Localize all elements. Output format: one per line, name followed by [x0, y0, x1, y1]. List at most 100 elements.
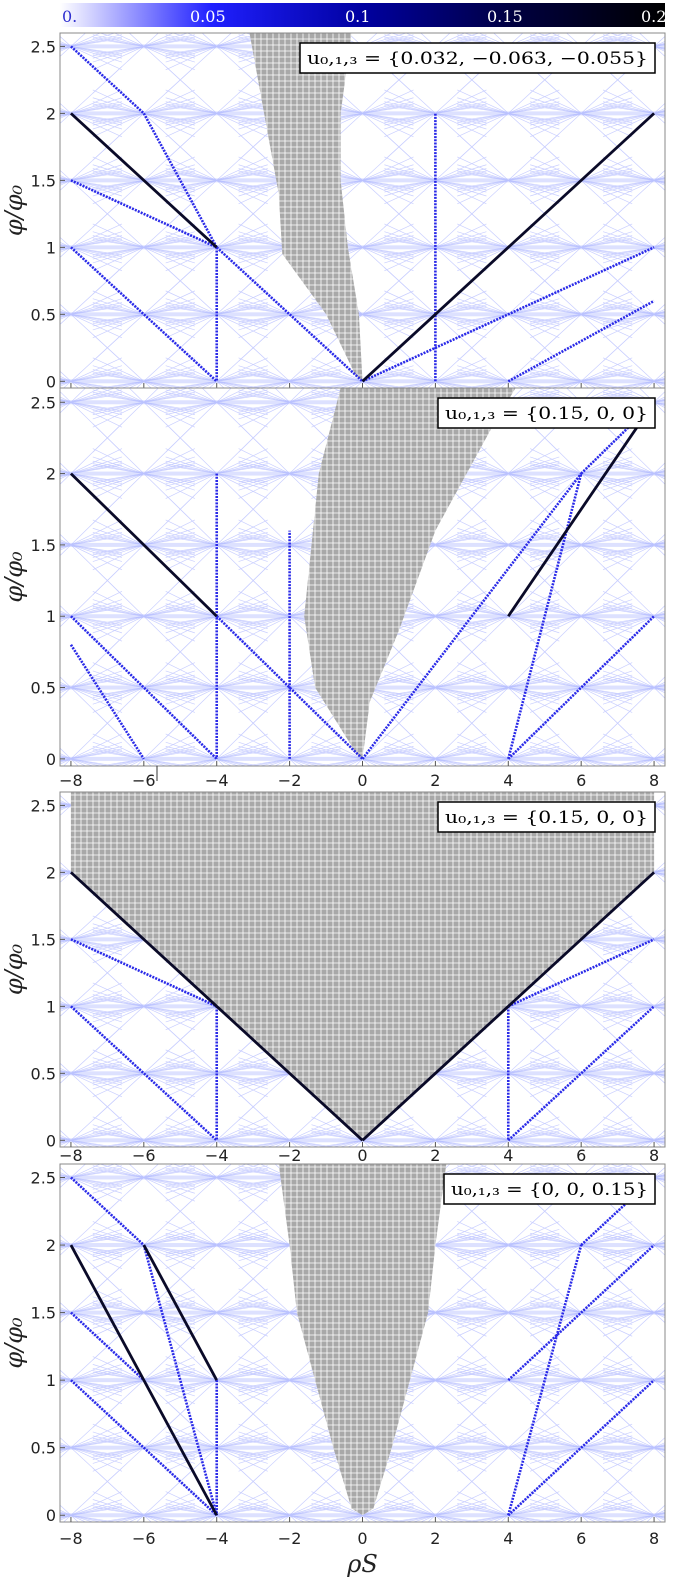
- spectrum-line: [60, 373, 123, 384]
- x-tick-label: 2: [430, 1529, 440, 1548]
- spectrum-line: [165, 105, 268, 122]
- x-tick-label: 6: [576, 1146, 586, 1165]
- y-tick-label: 2.5: [31, 796, 56, 815]
- spectrum-line: [530, 536, 633, 554]
- x-tick-label: −8: [59, 771, 83, 790]
- y-tick-label: 0: [46, 1506, 56, 1525]
- parameter-label-box: [437, 801, 656, 833]
- gap-region: [70, 792, 655, 1141]
- y-axis-title: φ/φ₀: [0, 551, 28, 603]
- spectrum-line: [602, 312, 665, 323]
- spectrum-line: [602, 1004, 665, 1015]
- parameter-label: u₀,₁,₃ = {0.15, 0, 0}: [445, 404, 648, 424]
- spectrum-line: [602, 614, 665, 625]
- spectrum-line: [535, 1507, 633, 1522]
- blue-level-line: [507, 473, 583, 760]
- spectrum-line: [97, 1132, 195, 1147]
- x-tick-label: −4: [205, 1146, 229, 1165]
- spectrum-line: [165, 1065, 268, 1082]
- blue-level-line: [69, 644, 145, 760]
- flux-band: [60, 312, 665, 317]
- spectrum-line: [165, 393, 268, 411]
- dark-level-line: [69, 112, 218, 249]
- x-tick-label: −2: [278, 771, 302, 790]
- spectrum-line: [602, 1378, 665, 1389]
- blue-level-line: [507, 1005, 655, 1142]
- x-tick-label: 6: [576, 1529, 586, 1548]
- x-tick-label: 8: [649, 771, 659, 790]
- blue-level-line: [70, 1005, 218, 1142]
- spectrum-line: [243, 1132, 341, 1147]
- spectrum-line: [311, 306, 414, 323]
- spectrum-line: [165, 1236, 268, 1254]
- blue-level-line: [70, 1311, 145, 1382]
- y-tick-label: 2.5: [31, 37, 56, 56]
- spectrum-line: [530, 239, 633, 256]
- colorbar: 0. 0.05 0.1 0.15 0.2: [60, 3, 666, 27]
- blue-level-line: [580, 1176, 655, 1247]
- spectrum-line: [92, 393, 195, 411]
- colorbar-tick: 0.: [62, 7, 77, 26]
- y-tick-label: 0.5: [31, 679, 56, 698]
- spectrum-line: [457, 678, 560, 697]
- parameter-label-box: [443, 1173, 656, 1205]
- spectrum-line: [243, 373, 341, 388]
- y-tick-label: 1.5: [31, 930, 56, 949]
- spectrum-line: [535, 1132, 633, 1147]
- spectrum-line: [530, 678, 633, 697]
- blue-level-line: [70, 615, 218, 760]
- spectrum-line: [608, 1513, 665, 1522]
- spectrum-line: [92, 306, 195, 323]
- spectrum-line: [60, 306, 123, 317]
- spectrum-line: [384, 678, 487, 697]
- spectrum-line: [602, 685, 665, 697]
- spectrum-line: [608, 1138, 665, 1147]
- parameter-label-box: [299, 42, 656, 74]
- spectrum-line: [530, 306, 633, 323]
- spectrum-line: [384, 239, 487, 256]
- blue-level-line: [70, 938, 218, 1008]
- spectrum-line: [92, 607, 195, 625]
- spectrum-line: [238, 393, 341, 411]
- blue-level-line: [507, 615, 655, 760]
- y-axis-title: φ/φ₀: [0, 943, 28, 995]
- dark-level-line: [69, 472, 218, 618]
- x-tick-label: 4: [503, 1529, 513, 1548]
- colorbar-strip: [60, 3, 665, 27]
- y-axis-title: φ/φ₀: [0, 184, 28, 236]
- spectrum-line: [602, 1445, 665, 1456]
- x-tick-label: 4: [503, 1146, 513, 1165]
- x-tick-label: −6: [132, 771, 156, 790]
- gap-region: [304, 388, 516, 759]
- spectrum-line: [457, 172, 560, 189]
- spectrum-line: [60, 536, 123, 548]
- x-tick-label: 0: [357, 1529, 367, 1548]
- spectrum-line: [530, 1065, 633, 1082]
- y-tick-label: 0: [46, 372, 56, 391]
- spectrum-line: [530, 607, 633, 625]
- y-tick-label: 1.5: [31, 171, 56, 190]
- spectrum-line: [457, 536, 560, 554]
- dark-level-line: [215, 1005, 364, 1142]
- spectrum-line: [92, 1065, 195, 1082]
- spectrum-line: [608, 756, 665, 766]
- plot-content: [60, 388, 665, 766]
- parameter-label: u₀,₁,₃ = {0.032, −0.063, −0.055}: [307, 49, 648, 69]
- y-tick-label: 1: [46, 607, 56, 626]
- spectrum-line: [608, 379, 665, 388]
- x-tick-label: −6: [132, 1146, 156, 1165]
- spectrum-line: [238, 1439, 341, 1456]
- colorbar-tick: 0.05: [190, 7, 226, 26]
- y-tick-label: 1: [46, 1371, 56, 1390]
- y-tick-label: 0: [46, 750, 56, 769]
- spectrum-line: [457, 1439, 560, 1456]
- y-tick-label: 1.5: [31, 536, 56, 555]
- y-tick-label: 2.5: [31, 393, 56, 412]
- x-axis-title: ρS: [346, 1550, 378, 1577]
- y-tick-label: 1.5: [31, 1304, 56, 1323]
- spectrum-line: [384, 1439, 487, 1456]
- y-tick-label: 0: [46, 1131, 56, 1150]
- spectrum-line: [92, 464, 195, 483]
- x-tick-label: 2: [430, 1146, 440, 1165]
